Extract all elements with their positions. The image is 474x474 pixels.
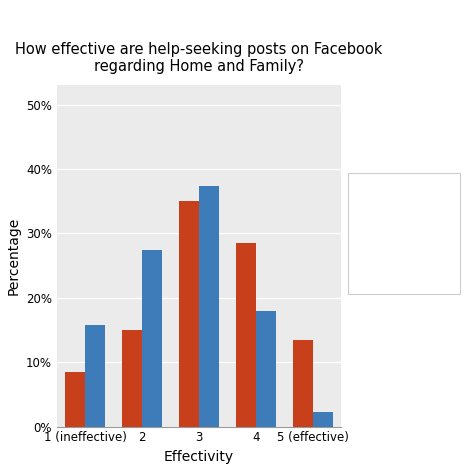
X-axis label: Effectivity: Effectivity: [164, 450, 234, 464]
Y-axis label: Percentage: Percentage: [7, 217, 20, 295]
Bar: [85, 325, 105, 427]
Bar: [142, 249, 162, 427]
Legend: female, male: female, male: [362, 187, 443, 250]
Title: How effective are help-seeking posts on Facebook
regarding Home and Family?: How effective are help-seeking posts on …: [15, 42, 383, 74]
Bar: [179, 201, 199, 427]
Bar: [256, 310, 276, 427]
Bar: [122, 330, 142, 427]
Bar: [199, 186, 219, 427]
Bar: [236, 243, 256, 427]
Bar: [65, 372, 85, 427]
Bar: [293, 340, 313, 427]
Bar: [313, 412, 333, 427]
